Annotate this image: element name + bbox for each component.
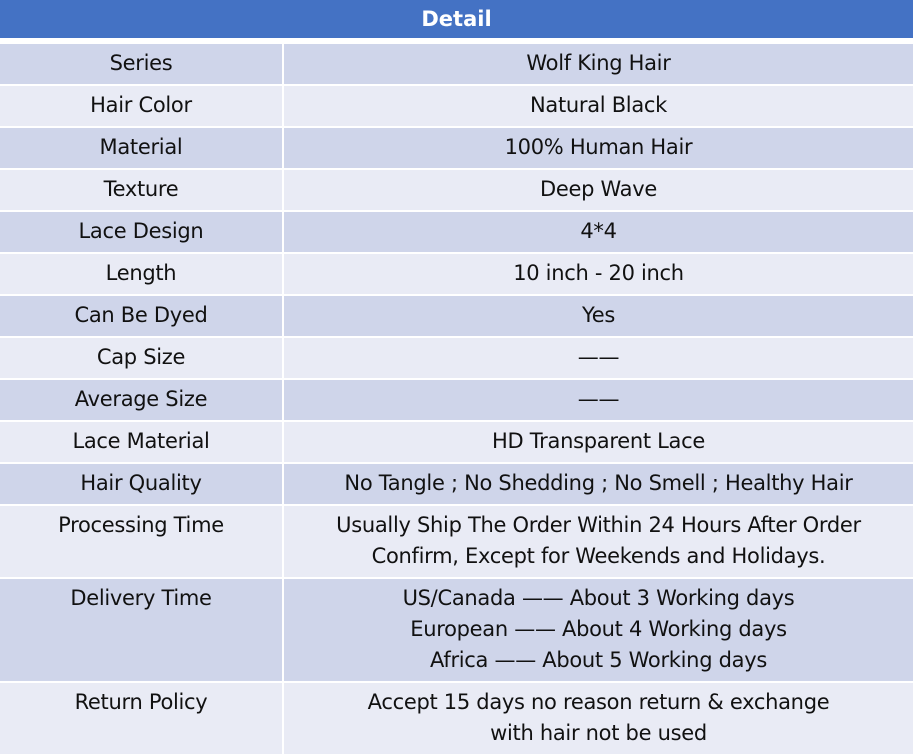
row-label: Return Policy (0, 681, 284, 756)
row-label: Cap Size (0, 336, 284, 380)
value-line: Wolf King Hair (526, 51, 671, 75)
value-line: Confirm, Except for Weekends and Holiday… (371, 544, 826, 568)
row-value: 4*4 (282, 210, 913, 254)
table-row: Can Be Dyed Yes (0, 294, 913, 338)
value-line: 100% Human Hair (504, 135, 693, 159)
value-line: Deep Wave (540, 177, 657, 201)
value-line: 10 inch - 20 inch (513, 261, 684, 285)
value-line: Usually Ship The Order Within 24 Hours A… (336, 513, 861, 537)
row-value: Accept 15 days no reason return & exchan… (282, 681, 913, 756)
table-row: Lace Design 4*4 (0, 210, 913, 254)
value-line: —— (577, 345, 620, 369)
row-value: Wolf King Hair (282, 42, 913, 86)
row-label: Hair Color (0, 84, 284, 128)
value-line: HD Transparent Lace (492, 429, 705, 453)
row-label: Processing Time (0, 504, 284, 579)
value-line: Africa —— About 5 Working days (430, 648, 767, 672)
table-row: Texture Deep Wave (0, 168, 913, 212)
value-line: 4*4 (580, 219, 617, 243)
row-label: Series (0, 42, 284, 86)
table-row: Hair Quality No Tangle ; No Shedding ; No… (0, 462, 913, 506)
row-value: Usually Ship The Order Within 24 Hours A… (282, 504, 913, 579)
value-line: with hair not be used (490, 721, 707, 745)
row-label: Average Size (0, 378, 284, 422)
value-line: Yes (582, 303, 615, 327)
row-value: No Tangle ; No Shedding ; No Smell ; Hea… (282, 462, 913, 506)
value-line: Accept 15 days no reason return & exchan… (367, 690, 830, 714)
row-value: Deep Wave (282, 168, 913, 212)
detail-table: Series Wolf King Hair Hair Color Natural Bl… (0, 42, 913, 756)
value-line: —— (577, 387, 620, 411)
row-value: 10 inch - 20 inch (282, 252, 913, 296)
table-row: Series Wolf King Hair (0, 42, 913, 86)
row-label: Hair Quality (0, 462, 284, 506)
row-label: Material (0, 126, 284, 170)
row-label: Lace Design (0, 210, 284, 254)
row-label: Lace Material (0, 420, 284, 464)
table-row: Material 100% Human Hair (0, 126, 913, 170)
table-title: Detail (0, 0, 913, 42)
table-row: Hair Color Natural Black (0, 84, 913, 128)
table-row: Processing Time Usually Ship The Order Wi… (0, 504, 913, 579)
table-row: Return Policy Accept 15 days no reason re… (0, 681, 913, 756)
row-label: Texture (0, 168, 284, 212)
row-value: —— (282, 378, 913, 422)
row-label: Delivery Time (0, 577, 284, 683)
value-line: No Tangle ; No Shedding ; No Smell ; Hea… (344, 471, 853, 495)
row-value: —— (282, 336, 913, 380)
row-value: Yes (282, 294, 913, 338)
table-row: Cap Size —— (0, 336, 913, 380)
row-value: Natural Black (282, 84, 913, 128)
table-row: Lace Material HD Transparent Lace (0, 420, 913, 464)
row-value: US/Canada —— About 3 Working days Europea… (282, 577, 913, 683)
table-row: Average Size —— (0, 378, 913, 422)
value-line: Natural Black (529, 93, 668, 117)
table-row: Length 10 inch - 20 inch (0, 252, 913, 296)
row-value: 100% Human Hair (282, 126, 913, 170)
value-line: US/Canada —— About 3 Working days (402, 586, 795, 610)
row-value: HD Transparent Lace (282, 420, 913, 464)
value-line: European —— About 4 Working days (410, 617, 787, 641)
row-label: Can Be Dyed (0, 294, 284, 338)
table-row: Delivery Time US/Canada —— About 3 Workin… (0, 577, 913, 683)
row-label: Length (0, 252, 284, 296)
